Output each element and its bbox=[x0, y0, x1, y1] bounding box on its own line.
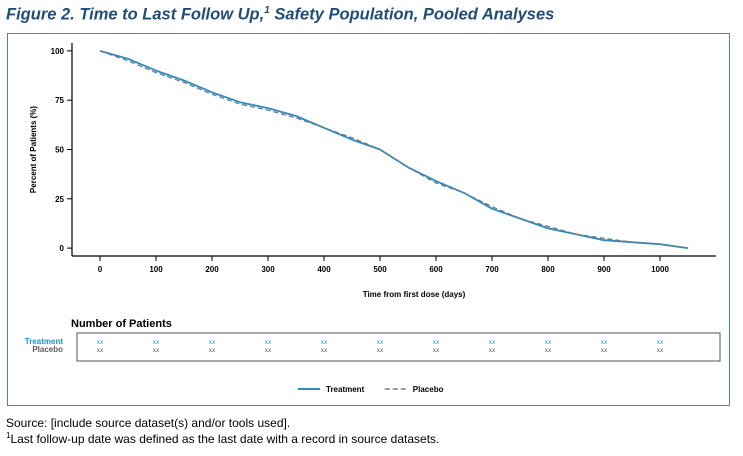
risk-cell: xx bbox=[545, 339, 552, 346]
risk-cell: xx bbox=[153, 339, 160, 346]
risk-cell: xx bbox=[377, 339, 384, 346]
figure-title-suffix: Safety Population, Pooled Analyses bbox=[269, 5, 555, 24]
x-tick-label: 700 bbox=[485, 265, 499, 274]
figure-title: Figure 2. Time to Last Follow Up,1 Safet… bbox=[6, 5, 554, 25]
x-tick-label: 0 bbox=[98, 265, 103, 274]
risk-cell: xx bbox=[489, 347, 496, 354]
risk-table-title: Number of Patients bbox=[71, 318, 172, 330]
x-tick-label: 300 bbox=[261, 265, 275, 274]
risk-cell: xx bbox=[657, 339, 664, 346]
y-tick-label: 25 bbox=[55, 195, 64, 204]
risk-cell: xx bbox=[209, 339, 216, 346]
x-tick-label: 100 bbox=[149, 265, 163, 274]
footnote-mark: 1 bbox=[6, 431, 11, 440]
y-axis-label: Percent of Patients (%) bbox=[29, 106, 38, 193]
x-tick-label: 600 bbox=[429, 265, 443, 274]
risk-cell: xx bbox=[433, 347, 440, 354]
x-tick-label: 900 bbox=[597, 265, 611, 274]
risk-cell: xx bbox=[657, 347, 664, 354]
x-tick-label: 400 bbox=[317, 265, 331, 274]
figure-title-text: Figure 2. Time to Last Follow Up, bbox=[6, 5, 265, 24]
risk-row-label-treatment: Treatment bbox=[25, 337, 64, 346]
legend-label-placebo: Placebo bbox=[413, 385, 444, 394]
series-line-placebo bbox=[99, 50, 689, 249]
chart-legend: Treatment Placebo bbox=[298, 385, 444, 394]
risk-cell: xx bbox=[153, 347, 160, 354]
risk-cell: xx bbox=[489, 339, 496, 346]
x-tick-label: 500 bbox=[373, 265, 387, 274]
x-axis-label: Time from first dose (days) bbox=[363, 290, 466, 299]
y-tick-label: 0 bbox=[60, 244, 65, 253]
risk-cell: xx bbox=[97, 347, 104, 354]
risk-cell: xx bbox=[321, 347, 328, 354]
risk-row-label-placebo: Placebo bbox=[32, 345, 63, 354]
risk-cell: xx bbox=[601, 347, 608, 354]
chart-series bbox=[99, 50, 689, 249]
risk-cell: xx bbox=[321, 339, 328, 346]
risk-cell: xx bbox=[377, 347, 384, 354]
y-tick-label: 100 bbox=[51, 47, 65, 56]
footnote-text: Last follow-up date was defined as the l… bbox=[10, 432, 440, 446]
y-tick-label: 75 bbox=[55, 96, 64, 105]
footnote: 1Last follow-up date was defined as the … bbox=[6, 431, 439, 446]
source-note: Source: [include source dataset(s) and/o… bbox=[6, 416, 291, 430]
risk-cell: xx bbox=[433, 339, 440, 346]
series-line-treatment bbox=[99, 50, 689, 249]
risk-cell: xx bbox=[209, 347, 216, 354]
figure-title-footnote-mark: 1 bbox=[264, 5, 270, 16]
x-tick-label: 1000 bbox=[651, 265, 669, 274]
x-tick-label: 800 bbox=[541, 265, 555, 274]
x-tick-label: 200 bbox=[205, 265, 219, 274]
legend-label-treatment: Treatment bbox=[326, 385, 365, 394]
risk-cell: xx bbox=[545, 347, 552, 354]
y-tick-label: 50 bbox=[55, 146, 64, 155]
risk-cell: xx bbox=[601, 339, 608, 346]
figure-frame bbox=[7, 33, 730, 406]
risk-cell: xx bbox=[265, 347, 272, 354]
risk-cell: xx bbox=[265, 339, 272, 346]
risk-table-box bbox=[76, 332, 721, 362]
risk-cell: xx bbox=[97, 339, 104, 346]
